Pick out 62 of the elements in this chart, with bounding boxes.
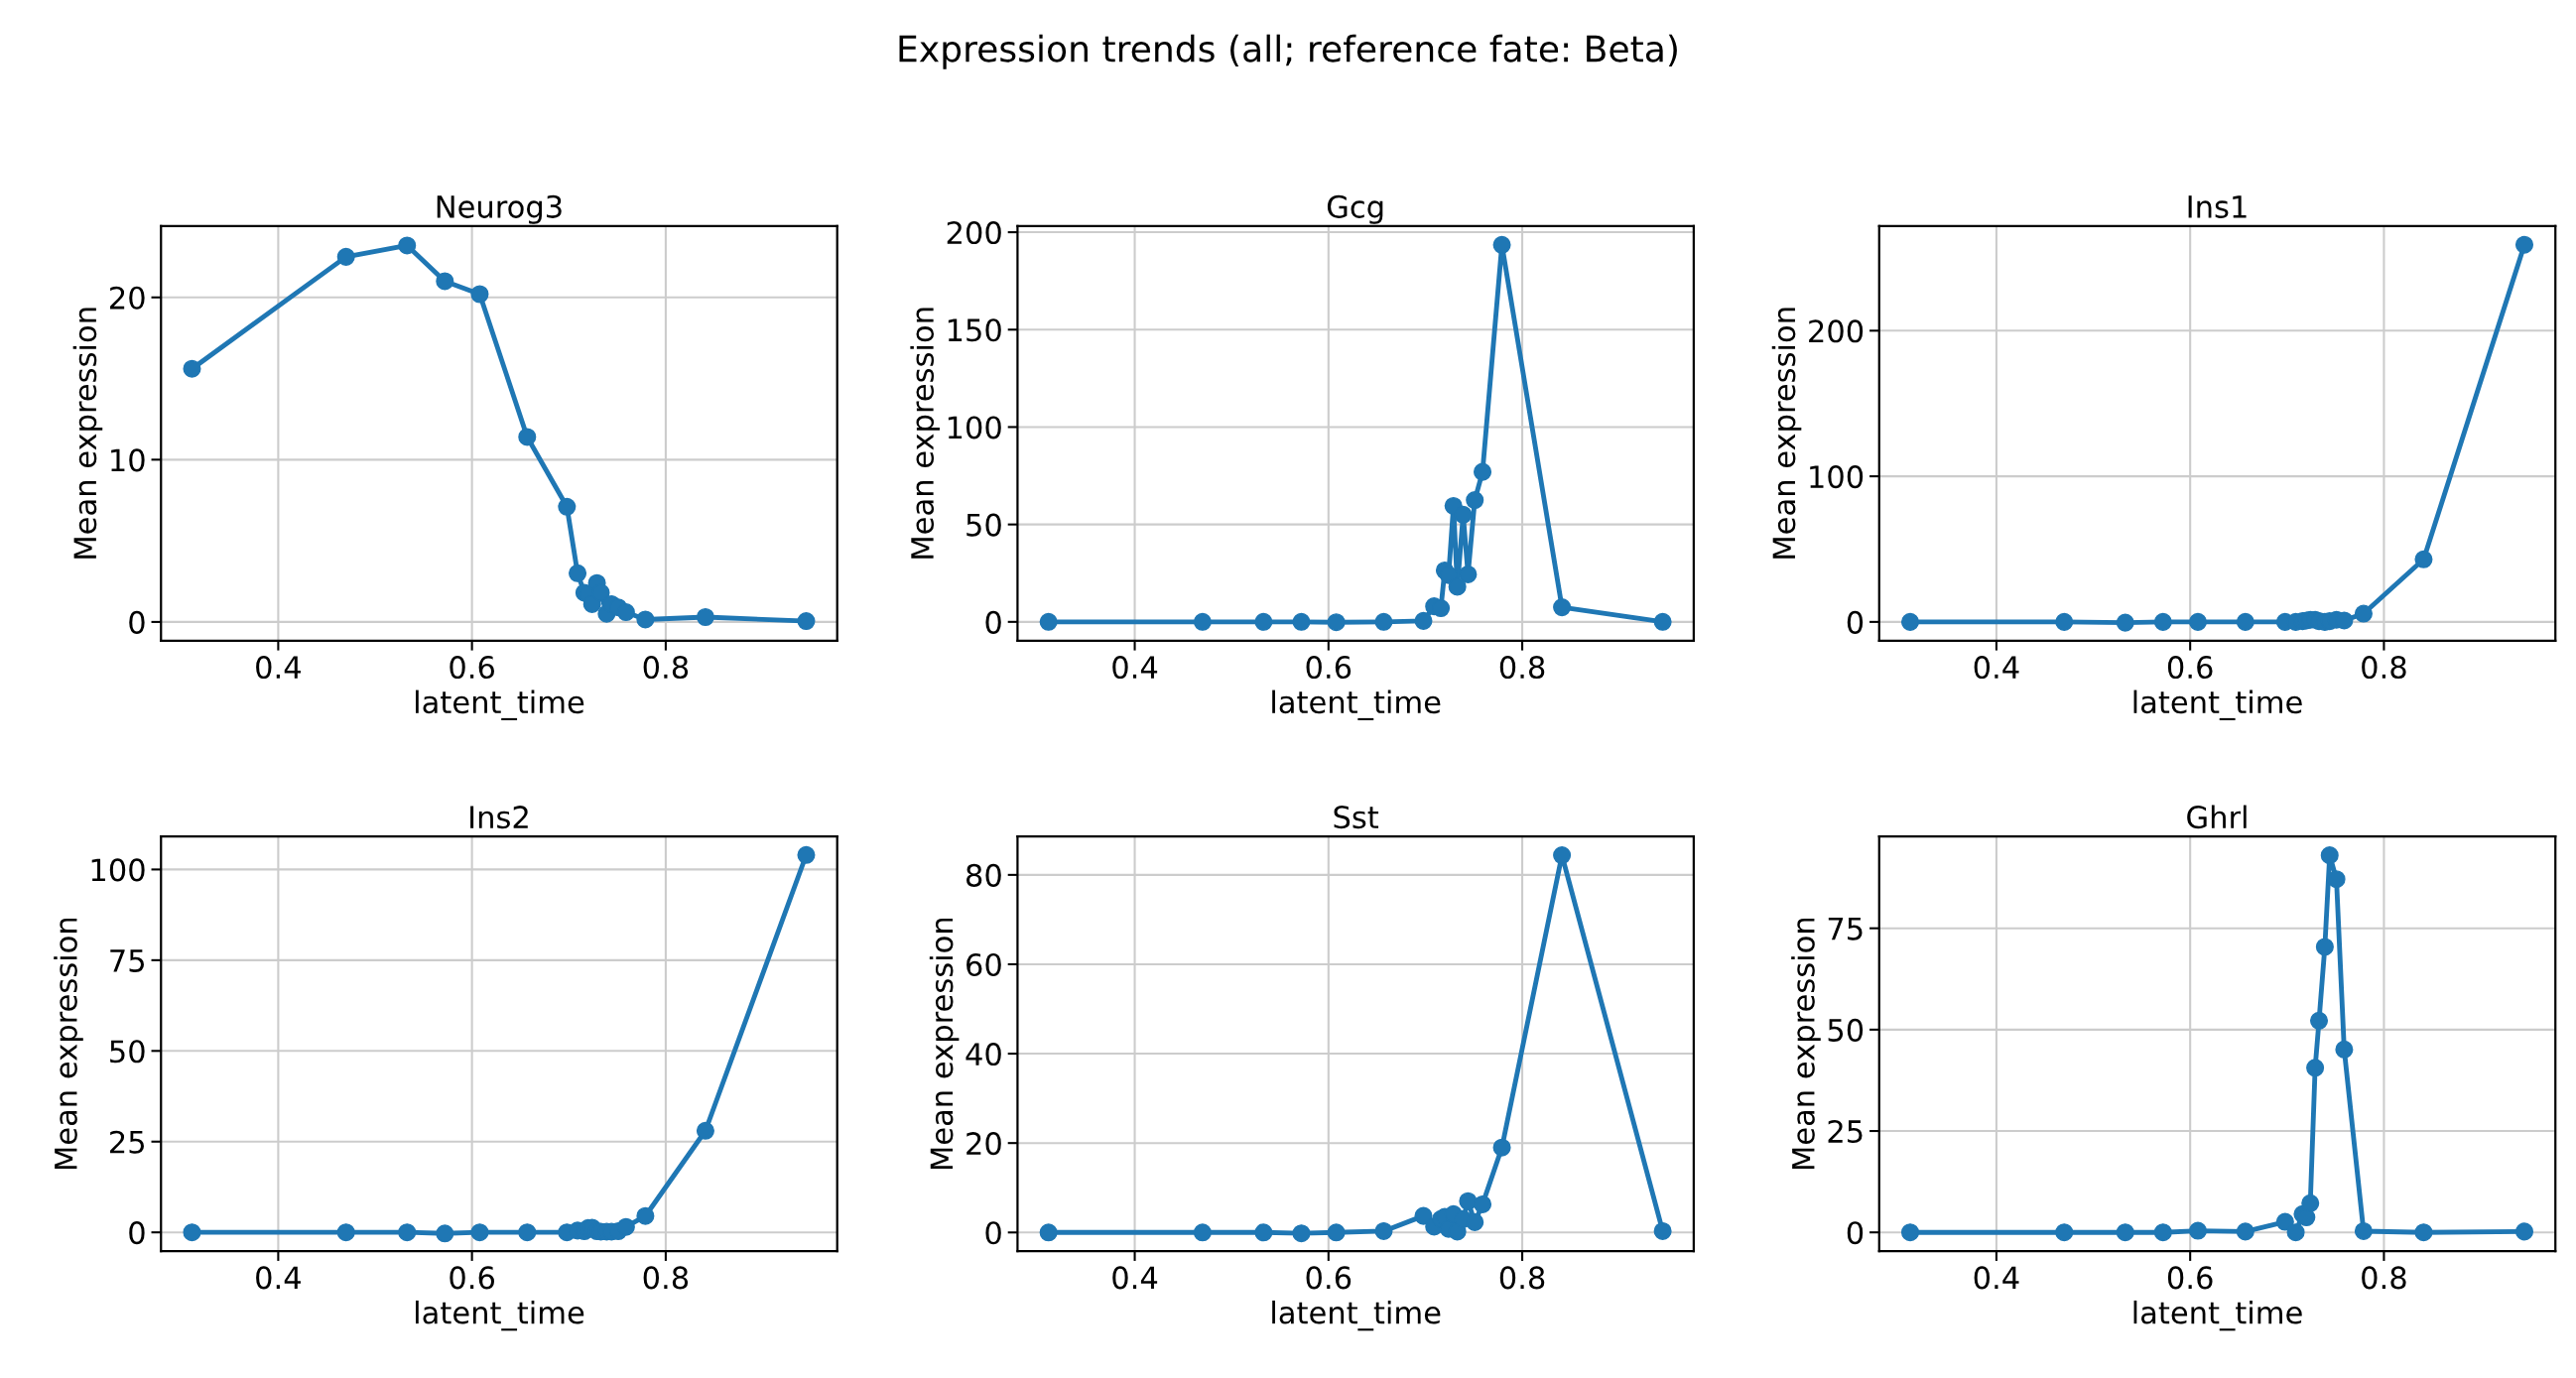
y-tick-label: 20 xyxy=(110,286,145,310)
y-tick-label: 0 xyxy=(1847,610,1864,634)
y-tick-label: 200 xyxy=(947,221,1001,245)
x-tick-label: 0.4 xyxy=(256,1266,301,1290)
y-tick-label: 100 xyxy=(1810,465,1864,489)
y-tick-label: 50 xyxy=(966,513,1001,537)
x-tick-label: 0.4 xyxy=(1974,1266,2019,1290)
y-axis-title: Mean expression xyxy=(929,918,960,1170)
y-axis-title: Mean expression xyxy=(910,308,940,559)
y-tick-label: 100 xyxy=(948,416,1001,439)
x-tick-label: 0.4 xyxy=(1112,1266,1158,1290)
x-tick-label: 0.6 xyxy=(450,1266,495,1290)
x-axis-title: latent_time xyxy=(1272,1300,1441,1331)
y-tick-label: 0 xyxy=(129,1221,145,1245)
y-tick-label: 75 xyxy=(1828,918,1863,940)
x-tick-label: 0.8 xyxy=(1499,656,1545,680)
x-tick-label: 0.8 xyxy=(643,1266,689,1290)
y-tick-label: 75 xyxy=(110,949,144,972)
chart-title: Ins2 xyxy=(470,806,528,829)
x-axis-title: latent_time xyxy=(2133,689,2302,721)
chart-title: Ins1 xyxy=(2188,195,2247,218)
y-tick-label: 50 xyxy=(1828,1018,1864,1042)
x-tick-label: 0.8 xyxy=(643,656,689,680)
chart-title: Sst xyxy=(1334,806,1379,829)
x-axis-title: latent_time xyxy=(2133,1300,2302,1331)
x-tick-label: 0.6 xyxy=(2167,656,2213,680)
x-tick-label: 0.6 xyxy=(2167,1266,2213,1290)
x-tick-label: 0.4 xyxy=(1112,656,1158,680)
y-axis-title: Mean expression xyxy=(54,918,83,1170)
chart-title: Neurog3 xyxy=(437,194,562,224)
y-tick-label: 100 xyxy=(91,858,145,882)
y-tick-label: 80 xyxy=(966,863,1001,887)
y-tick-label: 0 xyxy=(985,1221,1001,1245)
y-axis-title: Mean expression xyxy=(1771,308,1802,559)
chart-title: Ghrl xyxy=(2187,805,2247,829)
x-tick-label: 0.8 xyxy=(2362,656,2406,680)
x-axis-title: latent_time xyxy=(416,1300,584,1331)
y-tick-label: 25 xyxy=(1828,1119,1863,1144)
y-tick-label: 60 xyxy=(966,952,1001,977)
x-tick-label: 0.4 xyxy=(1974,656,2019,680)
y-tick-label: 25 xyxy=(110,1130,144,1154)
y-tick-label: 20 xyxy=(966,1132,1001,1156)
y-tick-label: 150 xyxy=(948,318,1001,342)
x-tick-label: 0.4 xyxy=(256,656,301,680)
x-tick-label: 0.6 xyxy=(450,656,495,680)
y-axis-title: Mean expression xyxy=(1791,918,1821,1170)
x-axis-title: latent_time xyxy=(416,689,584,721)
x-tick-label: 0.6 xyxy=(1306,1266,1352,1290)
y-tick-label: 50 xyxy=(110,1040,145,1064)
y-axis-title: Mean expression xyxy=(72,308,103,559)
y-tick-label: 200 xyxy=(1809,319,1864,343)
y-tick-label: 10 xyxy=(111,448,145,472)
chart-title: Gcg xyxy=(1327,194,1383,224)
x-tick-label: 0.8 xyxy=(2362,1266,2406,1290)
y-tick-label: 0 xyxy=(985,610,1001,634)
x-tick-label: 0.6 xyxy=(1306,656,1352,680)
x-axis-title: latent_time xyxy=(1272,689,1441,721)
y-tick-label: 40 xyxy=(966,1043,1001,1066)
y-tick-label: 0 xyxy=(1847,1221,1864,1245)
text: Expression trends (all; reference fate: Beta) xyxy=(899,34,1677,69)
y-tick-label: 0 xyxy=(129,610,145,634)
x-tick-label: 0.8 xyxy=(1499,1266,1545,1290)
